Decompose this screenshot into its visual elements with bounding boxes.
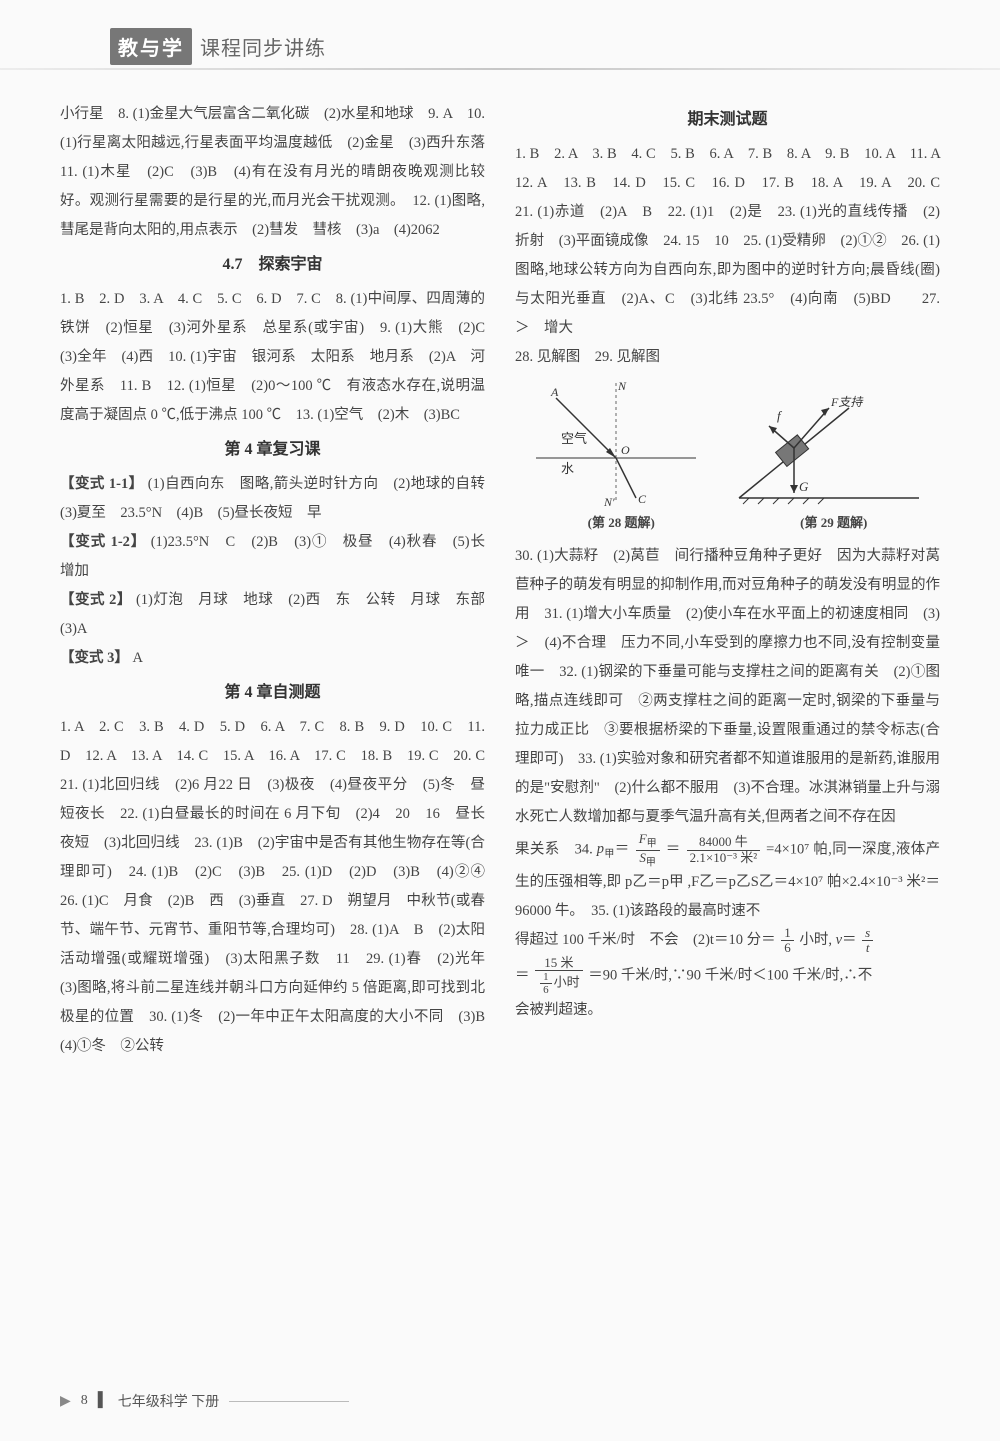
right-p5: 得超过 100 千米/时 不会 (2)t＝10 分＝ 16 小时, v＝ st — [515, 926, 940, 956]
footer: ▶ 8 ▌ 七年级科学 下册 — [60, 1391, 349, 1411]
footer-line — [229, 1401, 349, 1402]
d28-air: 空气 — [561, 431, 587, 446]
logo-text: 教与学 — [110, 28, 192, 65]
frac-15-16h: 15 米 16小时 — [535, 956, 583, 996]
diagram-captions: (第 28 题解) (第 29 题解) — [515, 510, 940, 536]
header-rule — [0, 68, 1000, 70]
eq-v: v＝ — [836, 932, 857, 948]
left-p1: 小行星 8. (1)金星大气层富含二氧化碳 (2)水星和地球 9. A 10. … — [60, 100, 485, 245]
right-p1: 1. B 2. A 3. B 4. C 5. B 6. A 7. B 8. A … — [515, 140, 940, 343]
frac-s-t: st — [862, 926, 873, 956]
right-p3: 30. (1)大蒜籽 (2)莴苣 间行播种豆角种子更好 因为大蒜籽对莴苣种子的萌… — [515, 542, 940, 832]
right-column: 期末测试题 1. B 2. A 3. B 4. C 5. B 6. A 7. B… — [515, 100, 940, 1361]
frac-84000: 84000 牛2.1×10⁻³ 米² — [687, 835, 761, 865]
diagram-29: f F支持 G — [729, 378, 929, 508]
eq-eq2: ＝ — [515, 967, 530, 983]
d29-f: f — [777, 408, 783, 423]
d28-Nprime: N′ — [603, 495, 615, 508]
left-p3d: 【变式 3】 A — [60, 644, 485, 673]
page-number: 8 — [81, 1393, 88, 1409]
frac-FS: F甲S甲 — [636, 832, 660, 868]
section-ch4-selftest-title: 第 4 章自测题 — [60, 677, 485, 709]
variant-2-label: 【变式 2】 — [60, 592, 132, 608]
right-p6-mid: ＝90 千米/时,∵90 千米/时＜100 千米/时,∴不 — [588, 967, 872, 983]
right-p4-prefix: 果关系 34. — [515, 841, 597, 857]
left-p4: 1. A 2. C 3. B 4. D 5. D 6. A 7. C 8. B … — [60, 713, 485, 1061]
d29-Fsup: F支持 — [830, 395, 864, 409]
right-p7: 会被判超速。 — [515, 996, 940, 1025]
variant-3-label: 【变式 3】 — [60, 650, 129, 666]
footer-sep: ▌ — [98, 1393, 108, 1409]
section-4-7-title: 4.7 探索宇宙 — [60, 249, 485, 281]
diagram-28: N A C O N′ 空气 水 — [526, 378, 706, 508]
right-p4: 果关系 34. p甲＝ F甲S甲 ＝ 84000 牛2.1×10⁻³ 米² =4… — [515, 832, 940, 926]
header-title: 课程同步讲练 — [200, 32, 326, 61]
variant-1-2-label: 【变式 1-2】 — [60, 534, 146, 550]
eq-eq: ＝ — [666, 841, 681, 857]
header-logo: 教与学 课程同步讲练 — [110, 28, 326, 65]
d29-G: G — [799, 479, 809, 494]
d28-O: O — [621, 443, 630, 457]
eq-p: p甲＝ — [597, 841, 630, 857]
section-ch4-review-title: 第 4 章复习课 — [60, 434, 485, 466]
section-final-exam-title: 期末测试题 — [515, 104, 940, 136]
right-p5-mid: 小时, — [799, 932, 832, 948]
footer-label: 七年级科学 下册 — [118, 1391, 220, 1411]
frac-1-6: 16 — [781, 926, 794, 956]
right-p5-prefix: 得超过 100 千米/时 不会 (2)t＝10 分＝ — [515, 932, 776, 948]
caption-28: (第 28 题解) — [588, 510, 655, 536]
d28-C: C — [638, 492, 647, 506]
page-root: 教与学 课程同步讲练 小行星 8. (1)金星大气层富含二氧化碳 (2)水星和地… — [0, 0, 1000, 1441]
left-p3a: 【变式 1-1】 (1)自西向东 图略,箭头逆时针方向 (2)地球的自转 (3)… — [60, 470, 485, 528]
left-p3b: 【变式 1-2】 (1)23.5°N C (2)B (3)① 极昼 (4)秋春 … — [60, 528, 485, 586]
d28-water: 水 — [561, 461, 574, 476]
right-p2: 28. 见解图 29. 见解图 — [515, 343, 940, 372]
diagram-row: N A C O N′ 空气 水 — [515, 378, 940, 508]
variant-3-text: A — [133, 650, 143, 666]
d28-N: N — [617, 379, 627, 393]
footer-arrow-icon: ▶ — [60, 1393, 71, 1410]
left-column: 小行星 8. (1)金星大气层富含二氧化碳 (2)水星和地球 9. A 10. … — [60, 100, 485, 1361]
content-columns: 小行星 8. (1)金星大气层富含二氧化碳 (2)水星和地球 9. A 10. … — [60, 100, 940, 1361]
variant-1-1-label: 【变式 1-1】 — [60, 476, 144, 492]
d28-A: A — [550, 385, 559, 399]
left-p2: 1. B 2. D 3. A 4. C 5. C 6. D 7. C 8. (1… — [60, 285, 485, 430]
left-p3c: 【变式 2】 (1)灯泡 月球 地球 (2)西 东 公转 月球 东部 (3)A — [60, 586, 485, 644]
header: 教与学 课程同步讲练 — [0, 28, 1000, 68]
right-p6: ＝ 15 米 16小时 ＝90 千米/时,∵90 千米/时＜100 千米/时,∴… — [515, 956, 940, 996]
caption-29: (第 29 题解) — [800, 510, 867, 536]
